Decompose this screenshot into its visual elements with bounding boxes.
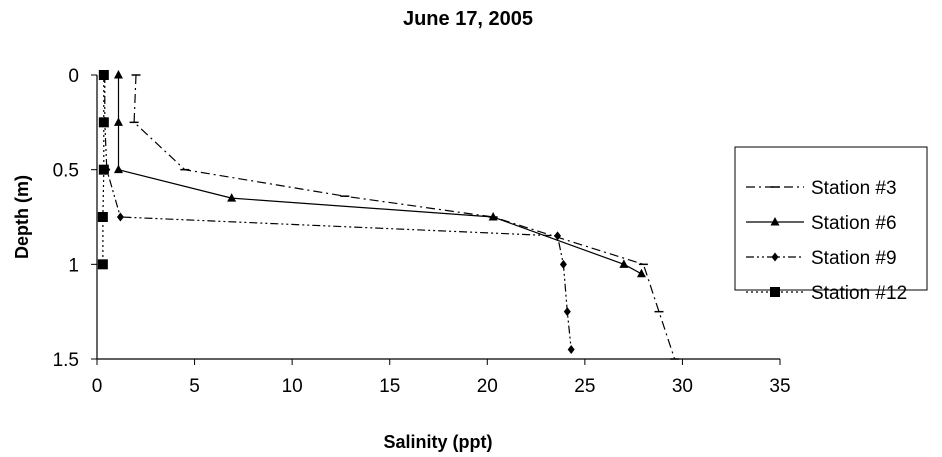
legend-label: Station #9 <box>811 248 897 269</box>
chart-title: June 17, 2005 <box>403 8 533 30</box>
series-1 <box>129 74 680 360</box>
legend: Station #3 Station #6 Station #9 Station #1… <box>734 146 928 304</box>
series-4 <box>97 70 109 270</box>
y-tick-label: 1.5 <box>53 350 79 371</box>
legend-box <box>734 146 928 291</box>
legend-entry: Station #6 <box>746 213 897 234</box>
x-tick-label: 25 <box>574 376 595 397</box>
data-point <box>559 259 567 269</box>
data-point <box>488 212 498 221</box>
data-point <box>98 117 109 128</box>
legend-marker <box>771 252 779 262</box>
data-point <box>98 70 109 80</box>
y-axis-title: Depth (m) <box>12 175 32 259</box>
x-tick-label: 10 <box>282 376 303 397</box>
y-tick-label: 1 <box>68 255 79 276</box>
series-line <box>104 75 572 350</box>
data-point <box>98 164 109 175</box>
legend-label: Station #3 <box>811 178 897 199</box>
data-point <box>227 193 237 202</box>
data-point <box>554 231 562 241</box>
data-point <box>97 212 108 222</box>
data-point <box>113 117 123 126</box>
legend-label: Station #6 <box>811 213 897 234</box>
series-line <box>102 75 105 265</box>
plot-series <box>97 70 680 360</box>
x-tick-label: 5 <box>189 376 200 397</box>
data-point <box>97 259 108 270</box>
data-point <box>113 70 123 79</box>
data-point <box>116 212 124 222</box>
y-tick-label: 0.5 <box>53 161 79 182</box>
series-line <box>117 75 642 275</box>
x-axis-title: Salinity (ppt) <box>384 432 493 452</box>
series-2 <box>113 70 646 278</box>
data-point <box>619 259 629 268</box>
legend-entry: Station #3 <box>746 178 897 199</box>
series-line <box>133 74 676 360</box>
y-tick-label: 0 <box>68 66 79 87</box>
axis-ticks: 0 5 10 15 20 25 30 35 0 0.5 1 1.5 <box>53 66 791 397</box>
x-tick-label: 15 <box>379 376 400 397</box>
legend-entry: Station #9 <box>746 248 897 269</box>
data-point <box>567 345 575 355</box>
data-point <box>563 307 571 317</box>
x-tick-label: 20 <box>477 376 498 397</box>
legend-entry: Station #12 <box>746 283 907 304</box>
series-3 <box>101 70 575 355</box>
legend-entries: Station #3 Station #6 Station #9 Station #1… <box>746 178 907 304</box>
data-point <box>113 164 123 174</box>
legend-marker <box>770 217 780 226</box>
legend-label: Station #12 <box>811 283 907 304</box>
x-tick-label: 35 <box>769 376 790 397</box>
x-tick-label: 0 <box>92 376 103 397</box>
data-point <box>636 268 646 278</box>
legend-marker <box>770 287 780 297</box>
x-tick-label: 30 <box>672 376 693 397</box>
